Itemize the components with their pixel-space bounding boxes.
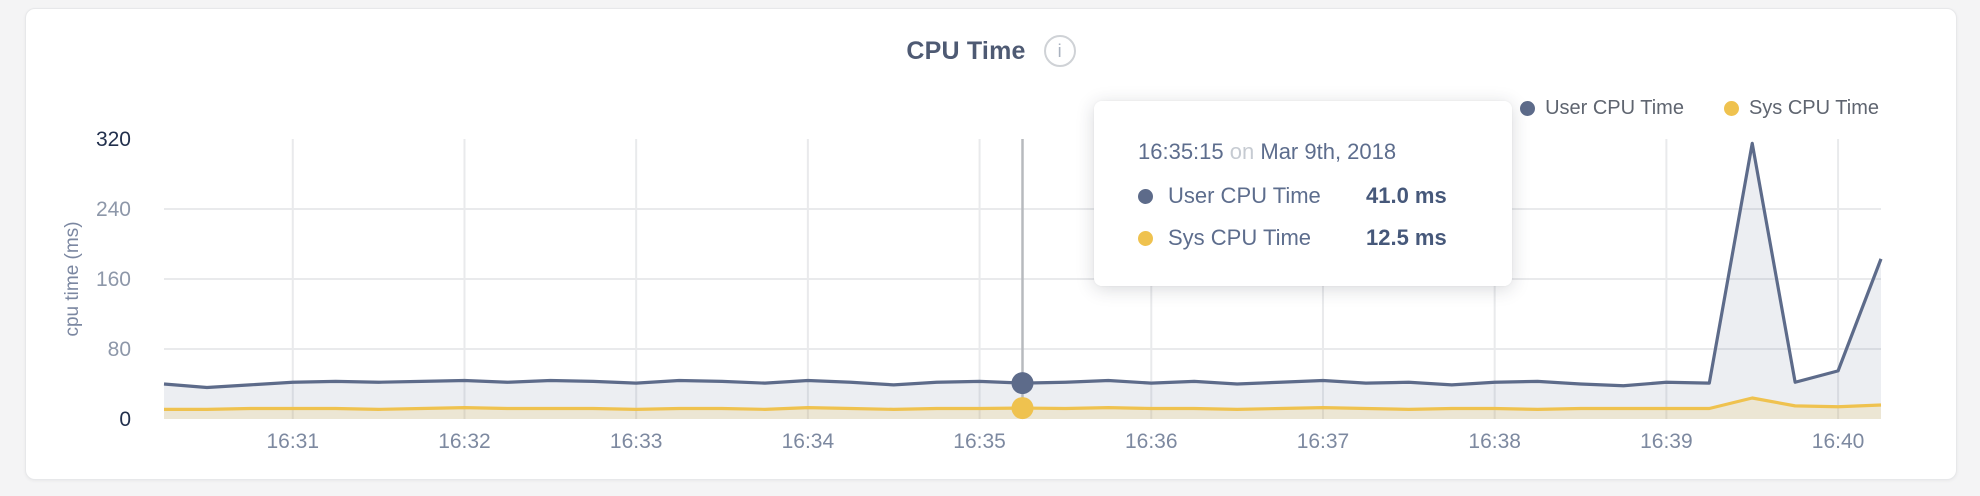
user-cpu-area-fill: [164, 143, 1881, 419]
x-tick-label: 16:33: [610, 430, 663, 453]
chart-legend: User CPU Time Sys CPU Time: [1520, 97, 1879, 120]
tooltip-timestamp: 16:35:15 on Mar 9th, 2018: [1138, 139, 1482, 165]
tooltip-series-value: 12.5 ms: [1366, 225, 1447, 250]
x-tick-label: 16:32: [438, 430, 491, 453]
tooltip-connector: on: [1229, 139, 1255, 164]
legend-item-sys-cpu-time[interactable]: Sys CPU Time: [1723, 97, 1879, 120]
legend-label: Sys CPU Time: [1748, 97, 1879, 119]
sys-cpu-hover-dot: [1011, 397, 1034, 420]
x-tick-label: 16:39: [1640, 430, 1693, 453]
y-axis-title: cpu time (ms): [62, 221, 83, 336]
x-tick-label: 16:34: [782, 430, 835, 453]
x-tick-label: 16:36: [1125, 430, 1178, 453]
y-tick-label: 240: [96, 198, 131, 221]
cpu-time-chart[interactable]: 16:31 16:32 16:33 16:34 16:35 16:36 16:37 16:38…: [26, 9, 1954, 477]
tooltip-row-user-cpu: User CPU Time 41.0 ms: [1138, 175, 1482, 217]
x-tick-label: 16:40: [1812, 430, 1865, 453]
legend-label: User CPU Time: [1545, 97, 1684, 119]
sys-cpu-dot-icon: [1138, 230, 1153, 246]
user-cpu-dot-icon: [1138, 188, 1153, 204]
sys-cpu-legend-dot-icon: [1723, 101, 1739, 116]
x-tick-label: 16:35: [953, 430, 1006, 453]
tooltip-series-value: 41.0 ms: [1366, 183, 1447, 208]
chart-header: CPU Time i: [26, 35, 1956, 67]
user-cpu-hover-dot: [1011, 372, 1034, 395]
tooltip-series-label: Sys CPU Time: [1168, 225, 1312, 250]
tooltip-row-sys-cpu: Sys CPU Time 12.5 ms: [1138, 217, 1482, 259]
y-tick-label: 0: [119, 408, 131, 431]
chart-title: CPU Time: [906, 36, 1026, 65]
x-tick-label: 16:31: [266, 430, 319, 453]
cpu-time-chart-card: CPU Time i User CPU Time Sys CPU Time 16…: [25, 8, 1957, 480]
x-tick-label: 16:37: [1297, 430, 1350, 453]
legend-item-user-cpu-time[interactable]: User CPU Time: [1520, 97, 1684, 120]
x-tick-label: 16:38: [1468, 430, 1521, 453]
y-tick-label: 80: [108, 338, 131, 361]
tooltip-series-label: User CPU Time: [1168, 183, 1321, 208]
tooltip-date: Mar 9th, 2018: [1260, 139, 1397, 164]
y-tick-label: 160: [96, 268, 131, 291]
tooltip-time: 16:35:15: [1138, 139, 1224, 164]
chart-tooltip: 16:35:15 on Mar 9th, 2018 User CPU Time …: [1094, 101, 1512, 286]
info-icon[interactable]: i: [1043, 35, 1076, 67]
y-tick-label: 320: [96, 128, 131, 151]
user-cpu-legend-dot-icon: [1520, 101, 1536, 116]
